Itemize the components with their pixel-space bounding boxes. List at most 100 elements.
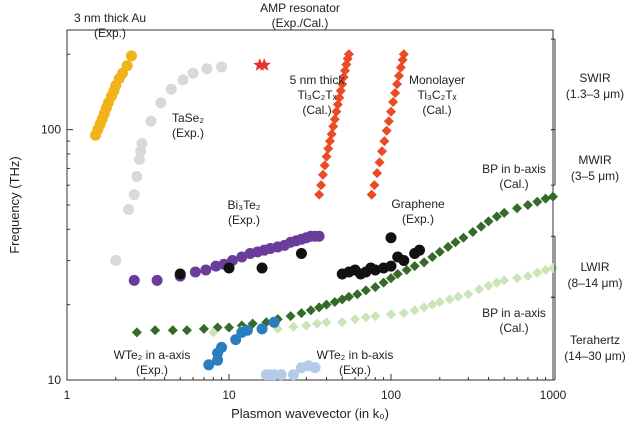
data-point [309, 362, 321, 374]
data-point [427, 251, 438, 262]
data-point [343, 291, 354, 302]
data-point [203, 359, 215, 371]
data-point [444, 294, 455, 305]
data-point [369, 180, 380, 191]
data-point [335, 85, 346, 96]
data-point [296, 308, 307, 319]
data-point [386, 273, 396, 284]
data-point [474, 284, 485, 295]
data-point [381, 125, 392, 136]
data-point [483, 216, 494, 227]
series-label: WTe₂ in b-axis (Exp.) [317, 348, 394, 377]
data-point [540, 193, 551, 204]
data-point [136, 138, 148, 150]
data-point [548, 191, 558, 202]
data-point [165, 83, 177, 95]
band-label: MWIR (3–5 μm) [571, 153, 619, 183]
data-point [313, 230, 325, 242]
data-point [268, 316, 280, 328]
data-point [224, 322, 234, 333]
data-point [128, 189, 140, 201]
data-point [453, 291, 464, 302]
data-point [256, 323, 268, 335]
data-point [338, 72, 349, 83]
data-point [443, 241, 454, 252]
data-point [434, 296, 445, 307]
data-point [360, 312, 371, 323]
data-point [532, 267, 543, 278]
data-point [128, 274, 140, 286]
x-tick-label: 100 [381, 388, 401, 402]
data-point [155, 97, 167, 109]
data-point [123, 203, 135, 215]
data-point [189, 266, 201, 278]
data-point [467, 227, 478, 238]
data-point [499, 275, 510, 286]
data-point [329, 114, 340, 125]
data-point [216, 341, 228, 353]
data-point [388, 96, 399, 107]
data-point [241, 324, 253, 336]
data-point [329, 296, 340, 307]
data-point [372, 168, 383, 179]
data-point [337, 317, 348, 328]
series-label: Bi₃Te₂ (Exp.) [228, 198, 261, 227]
data-point [301, 320, 312, 331]
series-label: 5 nm thick Ti₃C₂Tₓ (Cal.) [290, 73, 346, 117]
data-point [230, 334, 242, 346]
data-point [201, 63, 213, 75]
data-point [366, 189, 377, 200]
data-point [236, 251, 248, 263]
data-point [491, 211, 502, 222]
series-label: AMP resonator (Exp./Cal.) [260, 1, 340, 30]
data-point [321, 317, 332, 328]
data-point [386, 106, 396, 117]
y-tick-label: 100 [41, 123, 61, 137]
series-label: 3 nm thick Au (Exp.) [74, 11, 146, 40]
data-point [326, 129, 337, 140]
data-point [343, 49, 354, 60]
band-label: Terahertz (14–30 μm) [564, 333, 626, 363]
data-point [317, 169, 328, 180]
data-point [177, 74, 189, 86]
data-point [321, 151, 332, 162]
data-point [398, 49, 409, 60]
data-point [395, 62, 406, 73]
data-point [386, 309, 396, 320]
data-point [409, 305, 420, 316]
data-point [198, 323, 209, 334]
data-point [434, 246, 445, 257]
data-point [331, 106, 342, 117]
data-point [312, 318, 323, 329]
data-point [370, 311, 381, 322]
data-point [419, 302, 430, 313]
data-point [314, 302, 325, 313]
data-point [360, 285, 371, 296]
data-point [181, 325, 192, 336]
data-point [352, 289, 363, 300]
data-point [374, 157, 385, 168]
data-point [414, 244, 426, 256]
data-point [337, 79, 348, 90]
data-point [401, 265, 412, 276]
data-point [491, 277, 502, 288]
data-point [385, 260, 397, 272]
data-point [125, 50, 137, 62]
data-point [385, 232, 397, 244]
data-point [350, 314, 361, 325]
data-point [324, 136, 335, 147]
data-point [305, 305, 316, 316]
y-tick-label: 10 [48, 373, 62, 387]
data-point [319, 160, 330, 171]
series-label: BP in b-axis (Cal.) [482, 162, 546, 191]
x-tick-label: 10 [222, 388, 236, 402]
data-point [121, 60, 133, 72]
data-point [216, 61, 228, 73]
data-point [200, 264, 212, 276]
data-point [476, 221, 487, 232]
data-point [151, 274, 163, 286]
data-point [288, 321, 299, 332]
data-point [540, 265, 551, 276]
data-point [390, 88, 401, 99]
